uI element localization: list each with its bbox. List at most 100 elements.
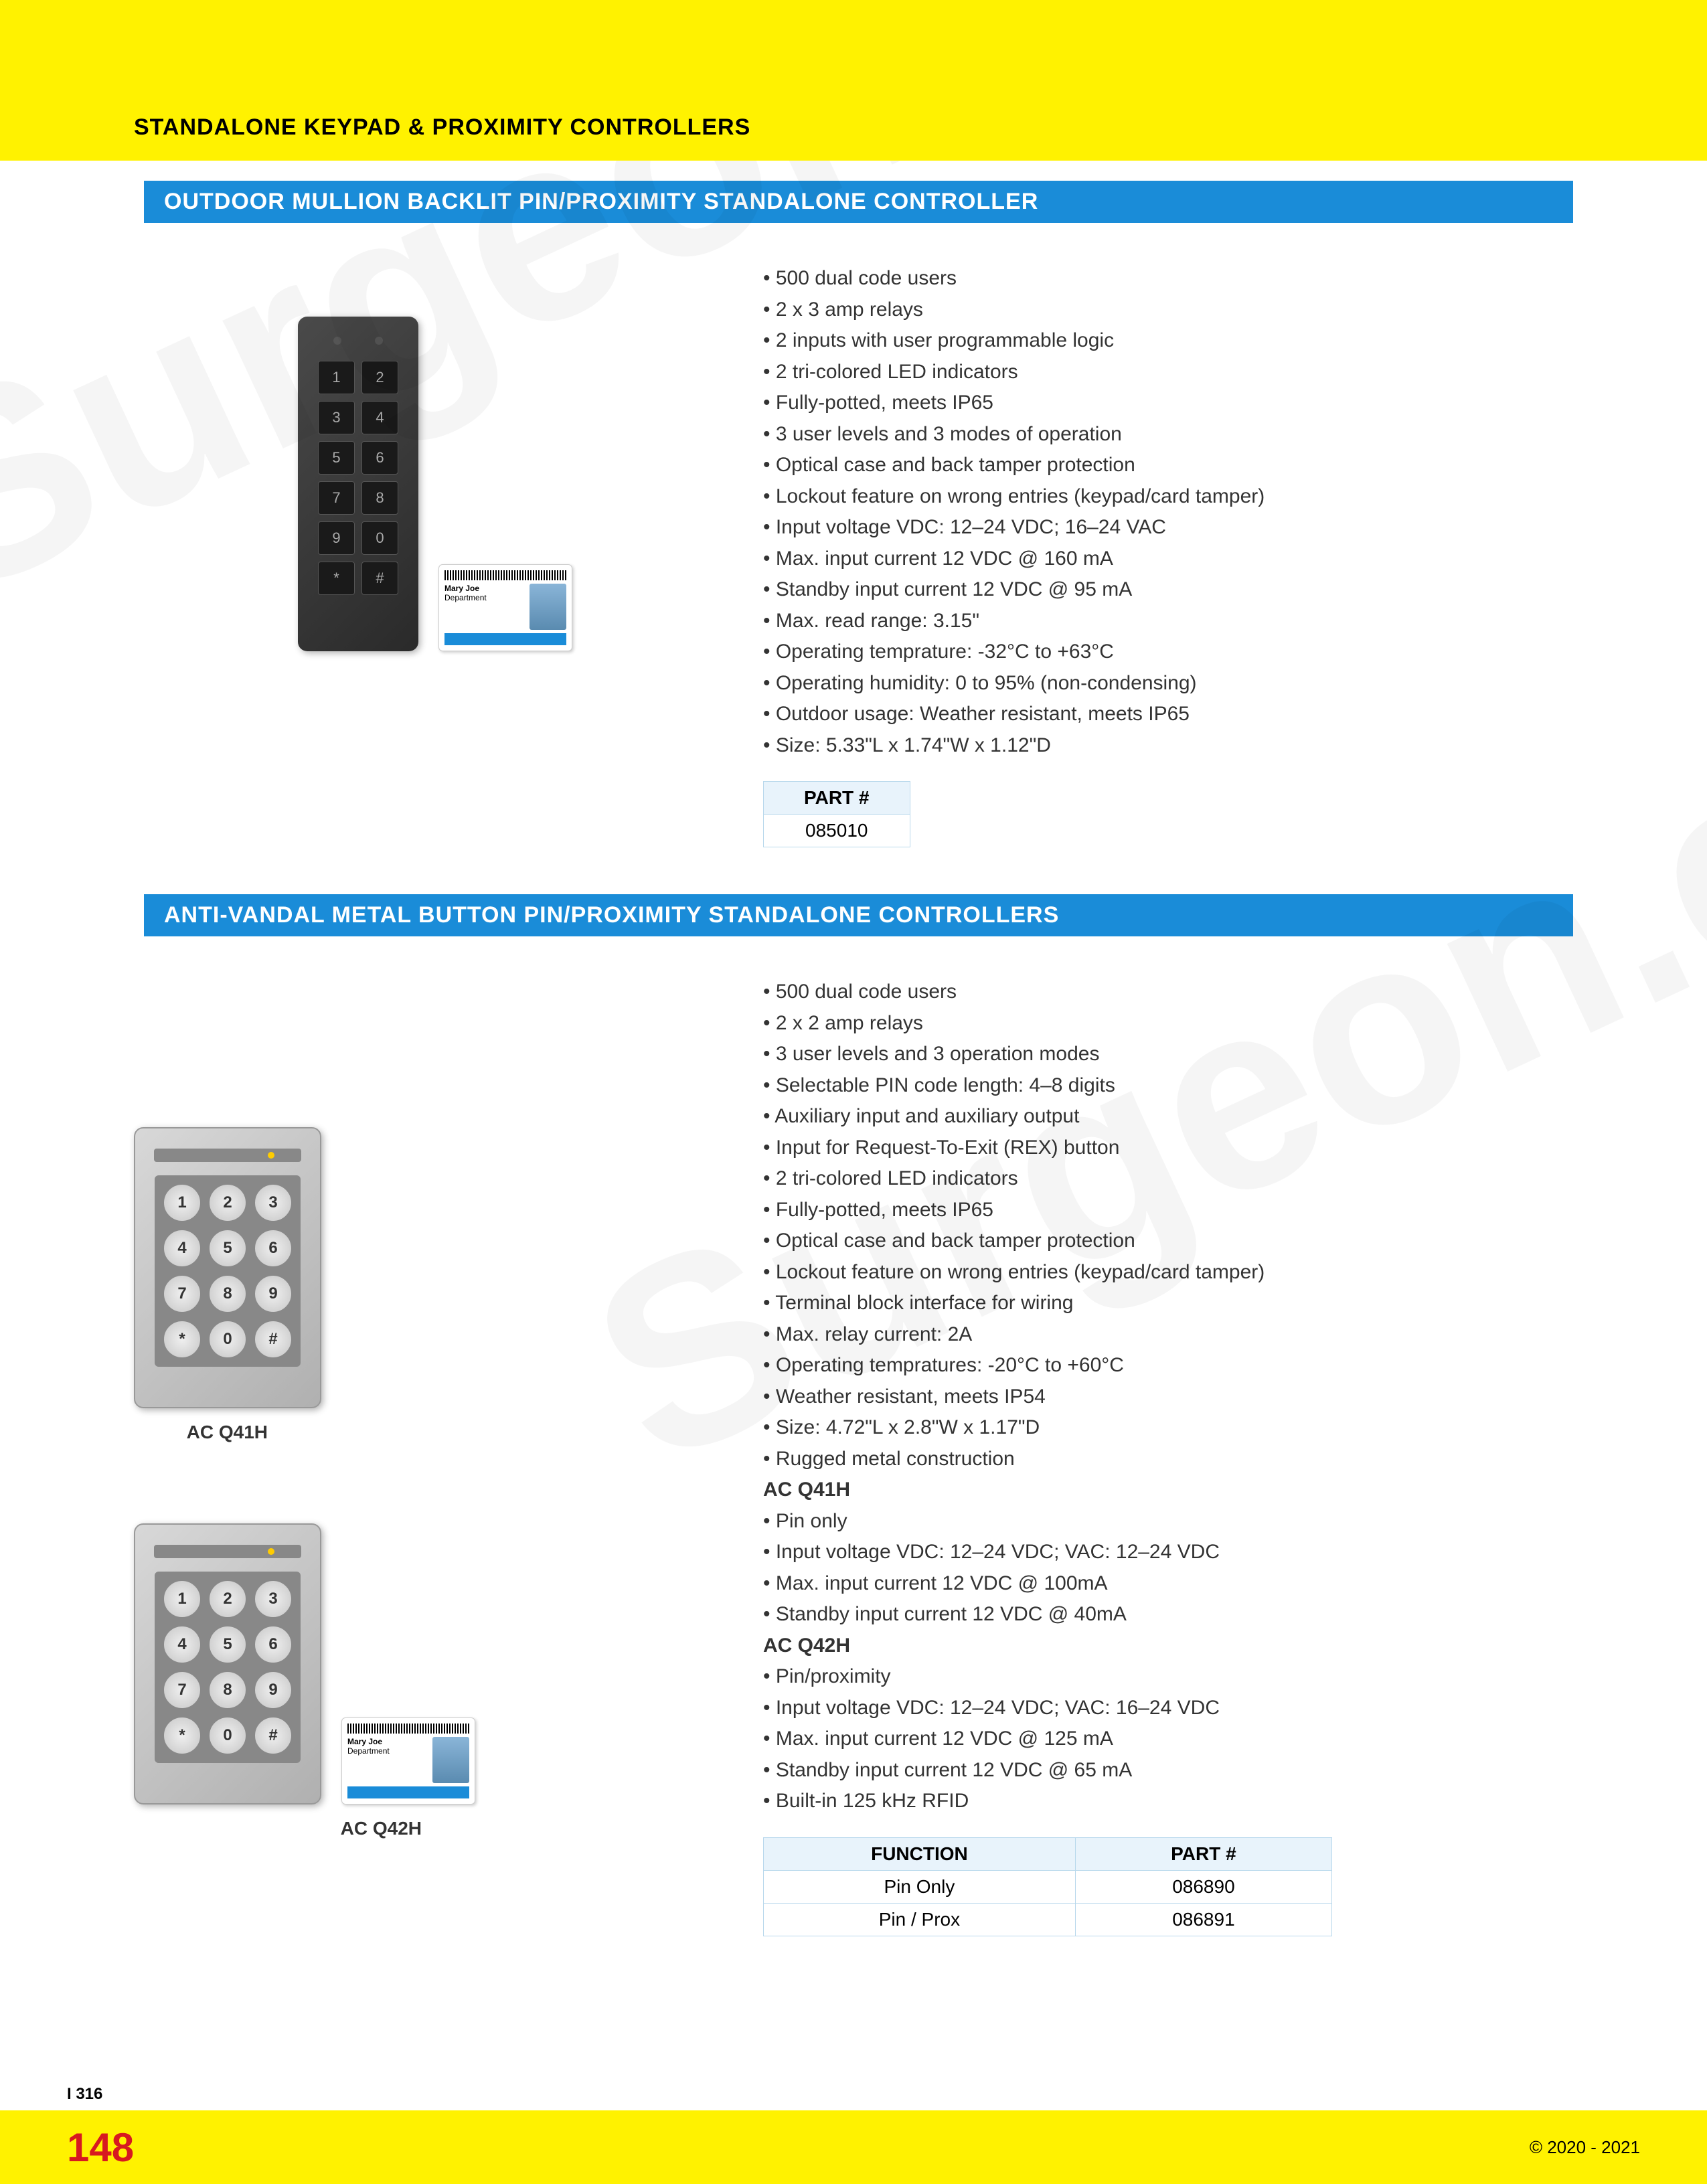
spec-item: 3 user levels and 3 modes of operation xyxy=(763,419,1573,450)
spec-item: Pin/proximity xyxy=(763,1661,1573,1693)
keypad-key: 7 xyxy=(163,1274,201,1313)
spec-item: Max. input current 12 VDC @ 100mA xyxy=(763,1568,1573,1600)
keypad-key: 8 xyxy=(208,1671,247,1709)
id-card-image-2: Mary Joe Department xyxy=(341,1717,475,1804)
spec-item: Operating tempratures: -20°C to +60°C xyxy=(763,1350,1573,1381)
keypad-key: 9 xyxy=(254,1274,293,1313)
keypad-key: 5 xyxy=(318,441,355,475)
spec-item: Lockout feature on wrong entries (keypad… xyxy=(763,1257,1573,1288)
card-name: Mary Joe xyxy=(444,584,526,593)
keypad-key: 6 xyxy=(254,1229,293,1268)
card-dept: Department xyxy=(347,1746,429,1756)
spec-item: Input for Request-To-Exit (REX) button xyxy=(763,1132,1573,1164)
keypad-key: 8 xyxy=(361,481,398,515)
spec-item: Standby input current 12 VDC @ 65 mA xyxy=(763,1755,1573,1786)
keypad-key: 2 xyxy=(208,1580,247,1618)
spec-item: Standby input current 12 VDC @ 40mA xyxy=(763,1599,1573,1630)
q42h-block: 123456789*0# Mary Joe Department xyxy=(134,1523,475,1839)
variant-heading: AC Q41H xyxy=(763,1475,1573,1506)
mullion-image-group: 1234567890*# Mary Joe Department xyxy=(298,317,572,651)
spec-item: Size: 5.33"L x 1.74"W x 1.12"D xyxy=(763,730,1573,762)
header-bar: STANDALONE KEYPAD & PROXIMITY CONTROLLER… xyxy=(0,0,1707,161)
spec-item: Input voltage VDC: 12–24 VDC; 16–24 VAC xyxy=(763,512,1573,543)
spec-item: Max. input current 12 VDC @ 125 mA xyxy=(763,1724,1573,1755)
keypad-key: 2 xyxy=(208,1183,247,1222)
variant-heading: AC Q42H xyxy=(763,1630,1573,1662)
spec-item: Max. relay current: 2A xyxy=(763,1319,1573,1351)
keypad-key: 0 xyxy=(208,1716,247,1755)
q41h-block: 123456789*0# AC Q41H xyxy=(134,1127,321,1443)
spec-item: 500 dual code users xyxy=(763,263,1573,295)
spec-item: Lockout feature on wrong entries (keypad… xyxy=(763,481,1573,513)
card-dept: Department xyxy=(444,593,526,602)
table-header: PART # xyxy=(764,782,910,815)
keypad-key: 4 xyxy=(163,1625,201,1664)
category-title: STANDALONE KEYPAD & PROXIMITY CONTROLLER… xyxy=(134,114,750,141)
spec-item: Terminal block interface for wiring xyxy=(763,1288,1573,1319)
keypad-key: 1 xyxy=(163,1183,201,1222)
section1-row: 1234567890*# Mary Joe Department xyxy=(134,223,1573,874)
section1-part-table: PART # 085010 xyxy=(763,781,910,847)
spec-item: Input voltage VDC: 12–24 VDC; VAC: 16–24… xyxy=(763,1693,1573,1724)
table-row: Pin Only086890 xyxy=(764,1870,1332,1903)
table-cell: 086891 xyxy=(1075,1903,1331,1936)
section2-part-table: FUNCTIONPART # Pin Only086890Pin / Prox0… xyxy=(763,1837,1332,1936)
spec-item: Size: 4.72"L x 2.8"W x 1.17"D xyxy=(763,1412,1573,1444)
spec-item: 2 x 3 amp relays xyxy=(763,295,1573,326)
keypad-key: 0 xyxy=(208,1320,247,1359)
keypad-key: 9 xyxy=(254,1671,293,1709)
q42h-label: AC Q42H xyxy=(134,1818,475,1839)
table-cell: 085010 xyxy=(764,815,910,847)
q42h-image-group: 123456789*0# Mary Joe Department xyxy=(134,1523,475,1804)
spec-item: 2 tri-colored LED indicators xyxy=(763,1163,1573,1195)
keypad-key: 9 xyxy=(318,521,355,555)
keypad-key: 0 xyxy=(361,521,398,555)
spec-item: Max. input current 12 VDC @ 160 mA xyxy=(763,543,1573,575)
spec-item: Standby input current 12 VDC @ 95 mA xyxy=(763,574,1573,606)
section1-images: 1234567890*# Mary Joe Department xyxy=(134,263,736,847)
keypad-key: 1 xyxy=(318,361,355,394)
section2-images: 123456789*0# AC Q41H 123456789*0# xyxy=(134,977,736,1936)
metal-keypad-q42h-image: 123456789*0# xyxy=(134,1523,321,1804)
spec-item: Optical case and back tamper protection xyxy=(763,450,1573,481)
spec-item: 3 user levels and 3 operation modes xyxy=(763,1039,1573,1070)
keypad-key: 3 xyxy=(318,401,355,434)
keypad-key: * xyxy=(163,1716,201,1755)
footer-bar: 148 © 2020 - 2021 xyxy=(0,2110,1707,2184)
section2-header: ANTI-VANDAL METAL BUTTON PIN/PROXIMITY S… xyxy=(144,894,1573,936)
keypad-key: # xyxy=(254,1320,293,1359)
catalog-page: Surgeon Surgeon.com STANDALONE KEYPAD & … xyxy=(0,0,1707,2184)
spec-item: 500 dual code users xyxy=(763,977,1573,1008)
table-header: PART # xyxy=(1075,1837,1331,1870)
keypad-key: 1 xyxy=(163,1580,201,1618)
keypad-key: 5 xyxy=(208,1229,247,1268)
spec-item: Input voltage VDC: 12–24 VDC; VAC: 12–24… xyxy=(763,1537,1573,1568)
spec-item: Weather resistant, meets IP54 xyxy=(763,1381,1573,1413)
spec-item: Max. read range: 3.15" xyxy=(763,606,1573,637)
spec-item: Fully-potted, meets IP65 xyxy=(763,388,1573,419)
q41h-label: AC Q41H xyxy=(134,1422,321,1443)
keypad-key: 6 xyxy=(361,441,398,475)
keypad-key: 4 xyxy=(163,1229,201,1268)
card-name: Mary Joe xyxy=(347,1737,429,1746)
section2-specs: 500 dual code users2 x 2 amp relays3 use… xyxy=(736,977,1573,1936)
spec-item: Fully-potted, meets IP65 xyxy=(763,1195,1573,1226)
spec-item: Outdoor usage: Weather resistant, meets … xyxy=(763,699,1573,730)
keypad-key: * xyxy=(318,562,355,595)
keypad-key: 2 xyxy=(361,361,398,394)
spec-item: 2 inputs with user programmable logic xyxy=(763,325,1573,357)
mullion-keypad-image: 1234567890*# xyxy=(298,317,418,651)
id-card-image: Mary Joe Department xyxy=(438,564,572,651)
content-area: OUTDOOR MULLION BACKLIT PIN/PROXIMITY ST… xyxy=(0,181,1707,1963)
spec-item: Auxiliary input and auxiliary output xyxy=(763,1101,1573,1132)
spec-item: Operating humidity: 0 to 95% (non-conden… xyxy=(763,668,1573,699)
keypad-key: 3 xyxy=(254,1580,293,1618)
spec-item: Pin only xyxy=(763,1506,1573,1537)
spec-item: Rugged metal construction xyxy=(763,1444,1573,1475)
section1-header: OUTDOOR MULLION BACKLIT PIN/PROXIMITY ST… xyxy=(144,181,1573,223)
keypad-key: 3 xyxy=(254,1183,293,1222)
table-cell: Pin Only xyxy=(764,1870,1076,1903)
spec-item: Built-in 125 kHz RFID xyxy=(763,1786,1573,1817)
keypad-key: 4 xyxy=(361,401,398,434)
keypad-key: 7 xyxy=(318,481,355,515)
